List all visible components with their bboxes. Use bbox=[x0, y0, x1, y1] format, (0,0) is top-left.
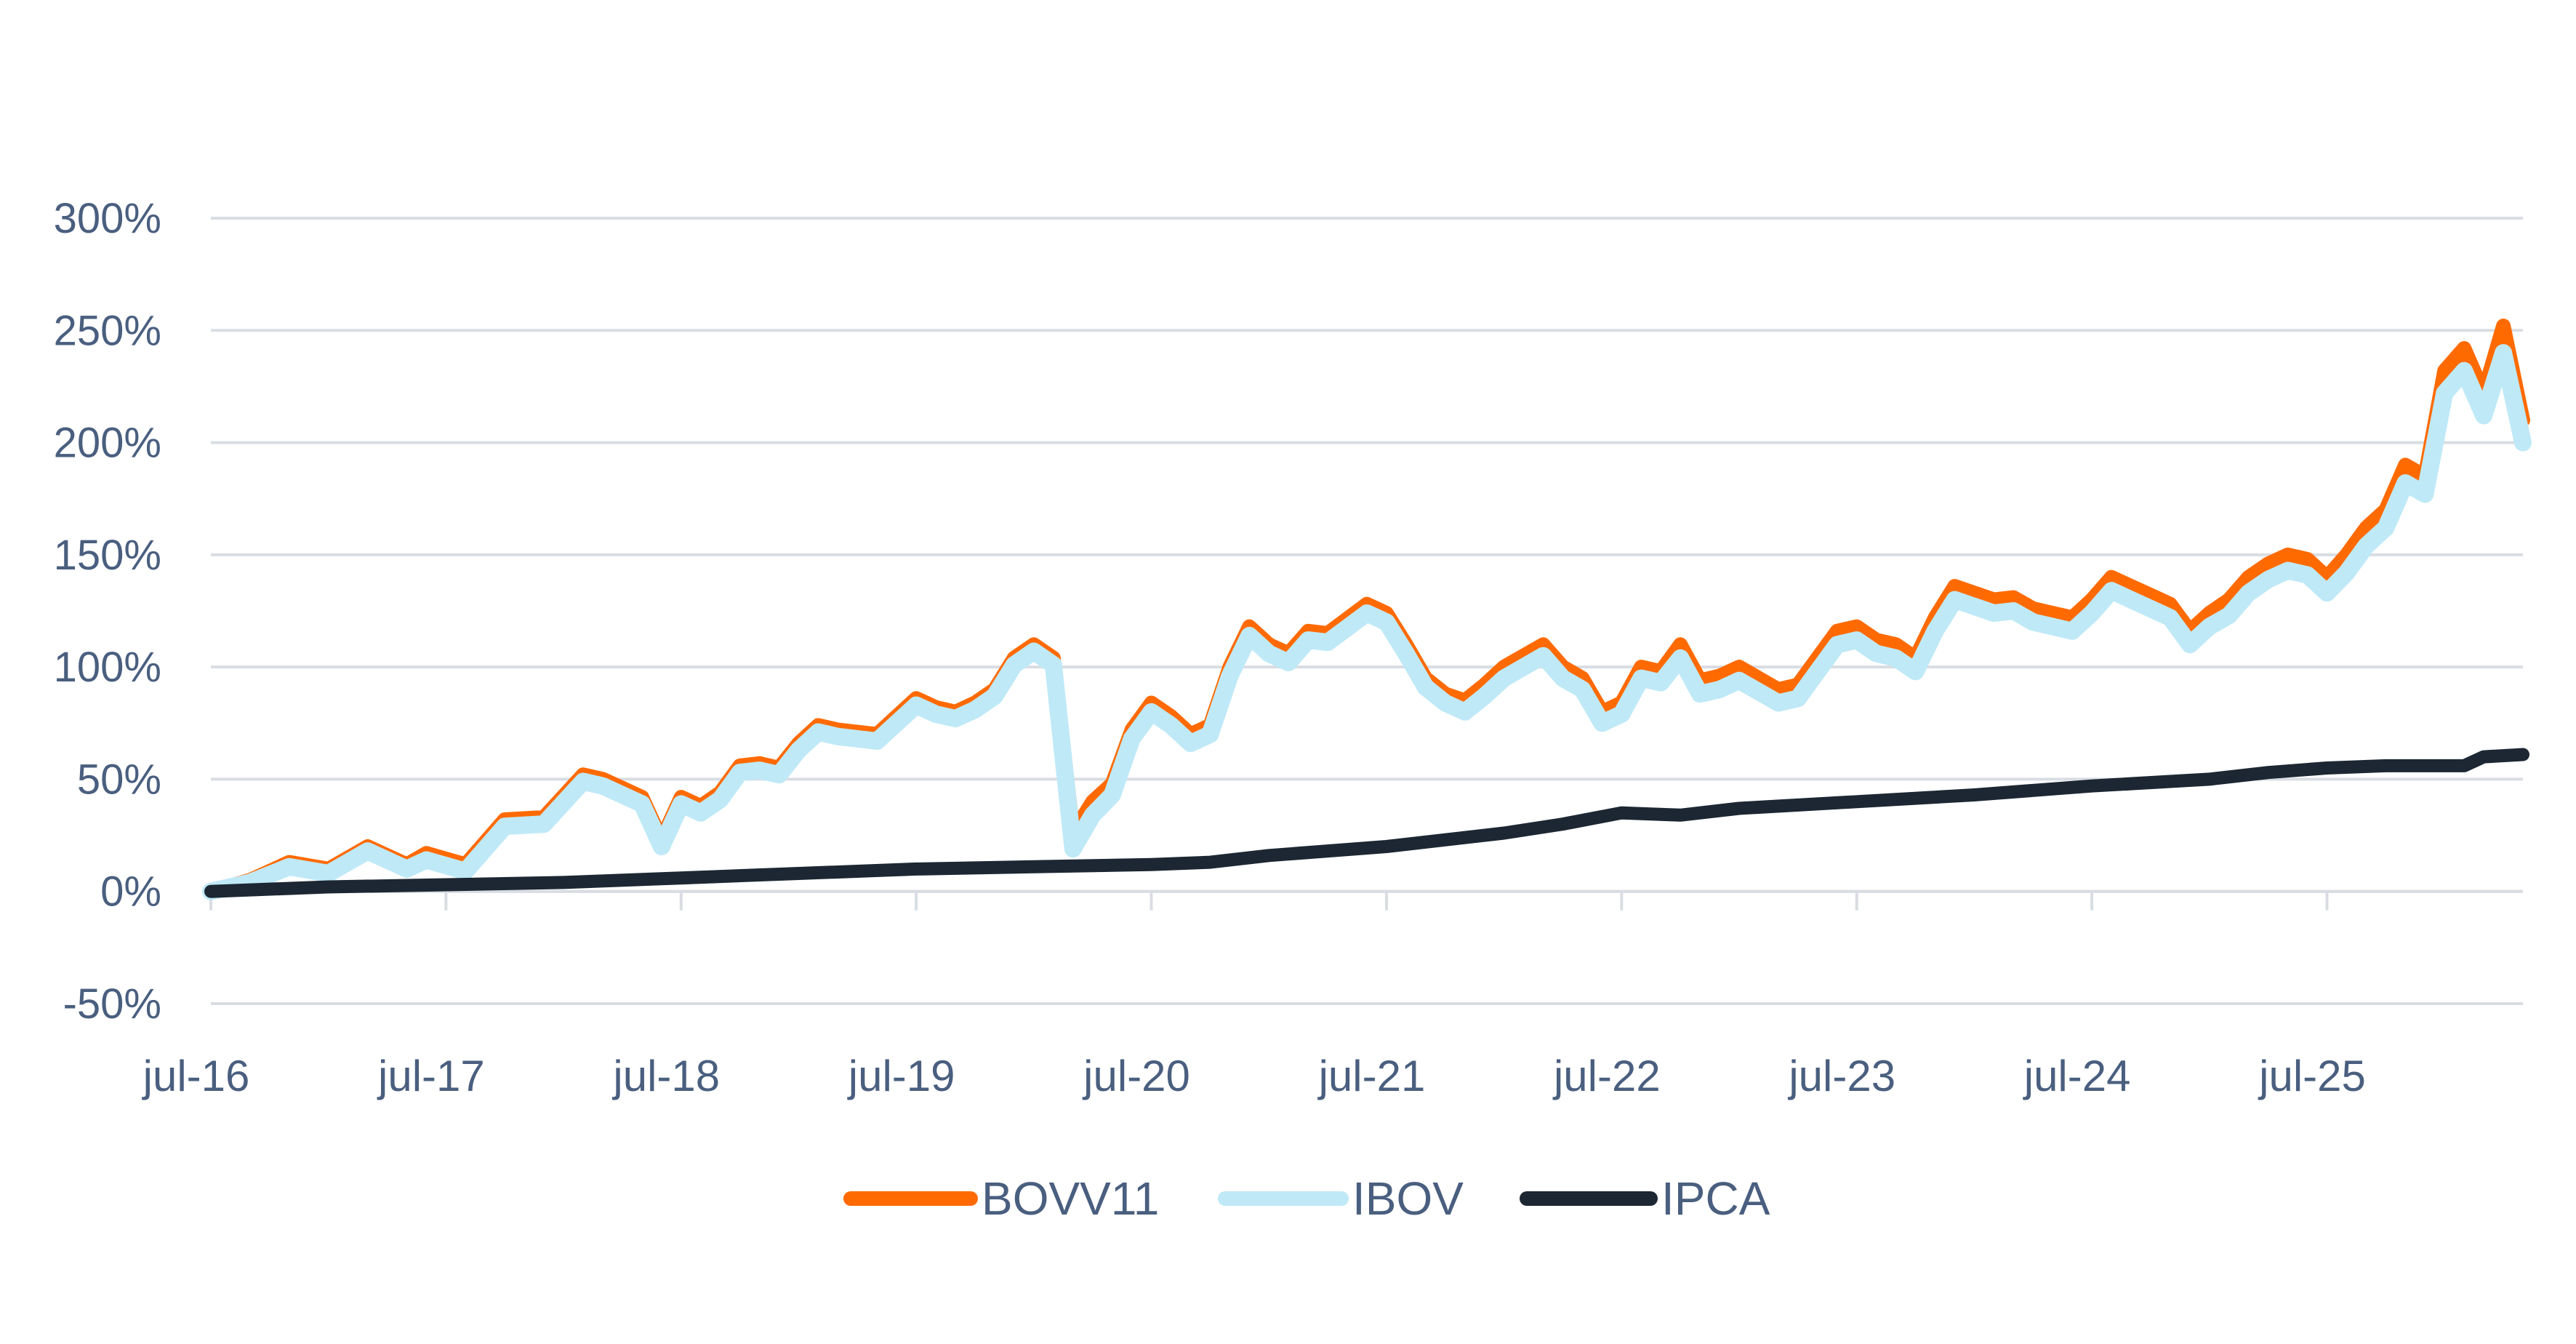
x-tick-label: jul-22 bbox=[1552, 1052, 1661, 1100]
x-tick-label: jul-19 bbox=[847, 1052, 955, 1100]
y-tick-label: 300% bbox=[54, 195, 161, 242]
series-line-ibov bbox=[202, 344, 2532, 900]
x-tick-label: jul-20 bbox=[1082, 1052, 1190, 1100]
x-tick-label: jul-24 bbox=[2023, 1052, 2131, 1100]
x-tick-label: jul-25 bbox=[2258, 1052, 2366, 1100]
y-tick-label: 100% bbox=[54, 644, 161, 691]
y-tick-label: 0% bbox=[100, 868, 161, 916]
x-tick-label: jul-21 bbox=[1317, 1052, 1426, 1100]
y-tick-label: -50% bbox=[63, 980, 161, 1028]
y-tick-label: 250% bbox=[54, 307, 161, 354]
x-axis-tick-labels: jul-16 jul-17 jul-18 jul-19 jul-20 jul-21 jul-… bbox=[142, 1052, 2366, 1100]
y-tick-label: 200% bbox=[54, 420, 161, 467]
series-lines bbox=[202, 319, 2532, 900]
legend-label-ipca: IPCA bbox=[1661, 1172, 1770, 1225]
y-axis-tick-labels: 300% 250% 200% 150% 100% 50% 0% -50% bbox=[54, 195, 161, 1028]
legend-label-ibov: IBOV bbox=[1352, 1172, 1464, 1225]
y-tick-label: 50% bbox=[77, 756, 161, 803]
series-line-ipca bbox=[204, 748, 2529, 898]
legend: BOVV11 IBOV IPCA bbox=[843, 1172, 1770, 1225]
x-tick-label: jul-23 bbox=[1787, 1052, 1895, 1100]
x-tick-label: jul-18 bbox=[611, 1052, 720, 1100]
y-tick-label: 150% bbox=[54, 532, 161, 579]
x-axis bbox=[209, 889, 2523, 911]
x-tick-label: jul-17 bbox=[377, 1052, 485, 1100]
legend-label-bovv11: BOVV11 bbox=[982, 1172, 1159, 1225]
x-tick-label: jul-16 bbox=[142, 1052, 250, 1100]
